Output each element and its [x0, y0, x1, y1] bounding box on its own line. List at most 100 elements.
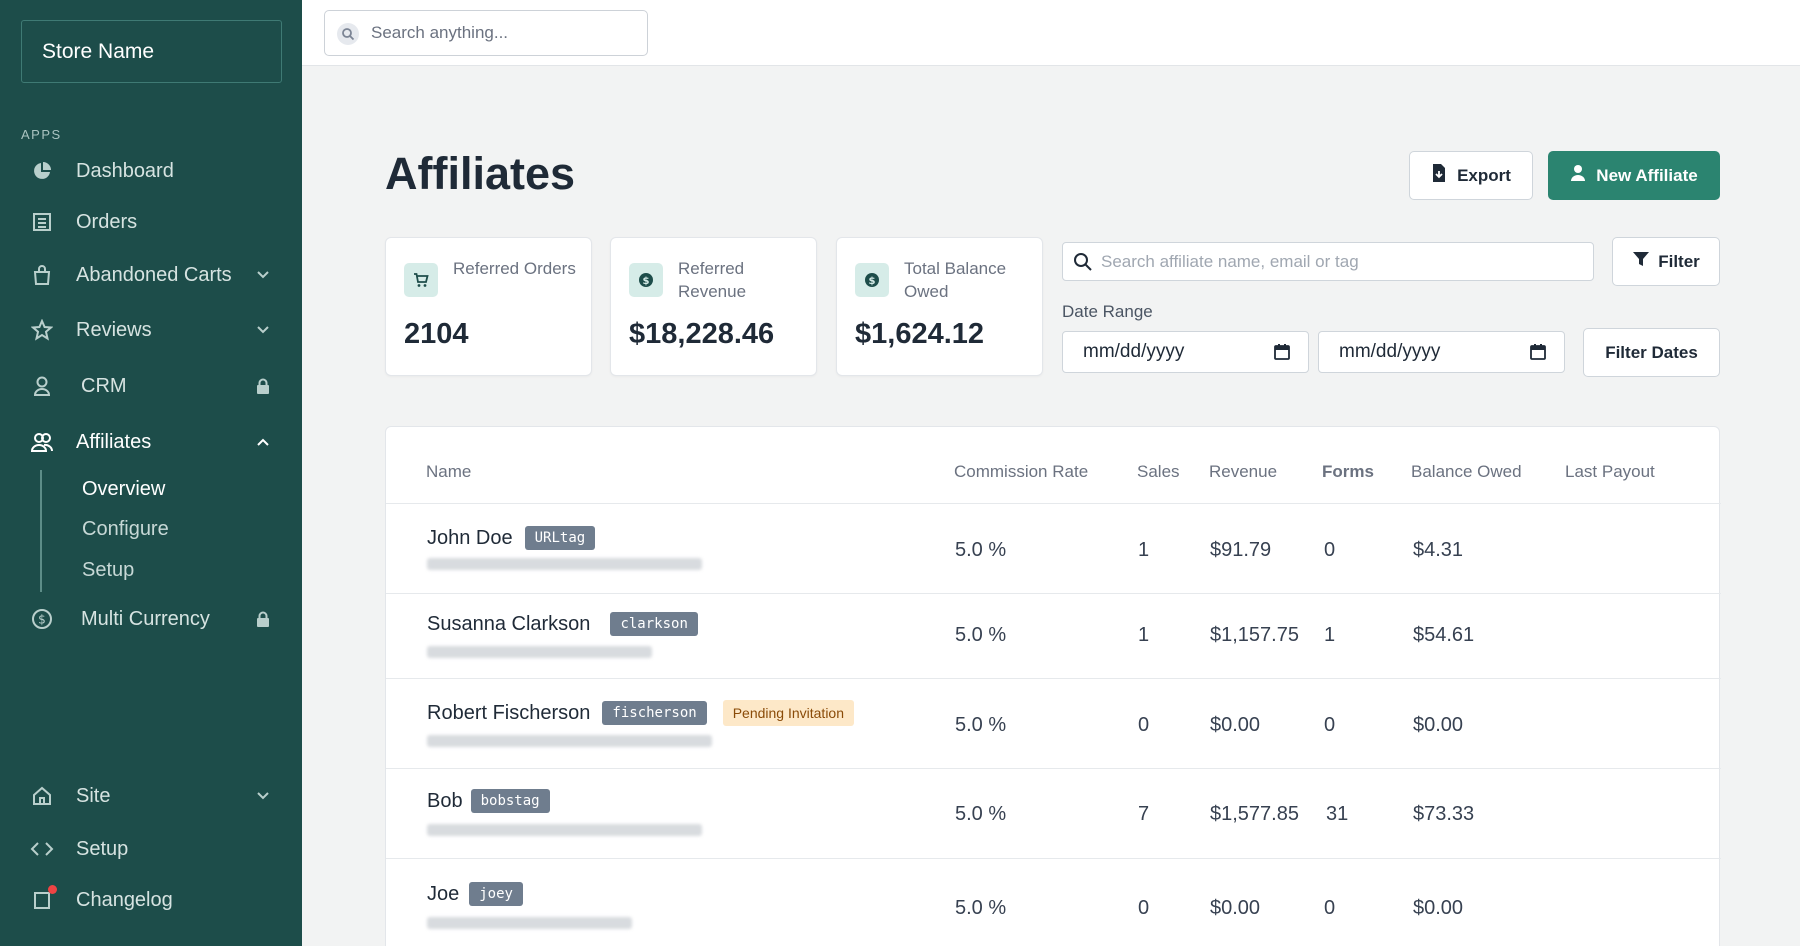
home-icon: [30, 784, 54, 808]
sales-cell: 1: [1138, 624, 1150, 646]
affiliate-tag: URLtag: [524, 526, 596, 550]
lock-icon: [254, 610, 272, 628]
sidebar-item-changelog[interactable]: Changelog: [0, 880, 302, 920]
sidebar-item-label: Setup: [76, 837, 129, 860]
filter-label: Filter: [1658, 251, 1700, 271]
svg-text:$: $: [869, 276, 876, 287]
search-icon: [1073, 252, 1093, 277]
global-search-input[interactable]: Search anything...: [324, 10, 648, 56]
sidebar-item-affiliates[interactable]: Affiliates: [0, 422, 302, 462]
subnav-item-configure[interactable]: Configure: [82, 518, 169, 540]
forms-cell: 0: [1324, 539, 1336, 561]
notification-dot: [48, 885, 57, 894]
table-row[interactable]: Susanna Clarkson clarkson 5.0 % 1 $1,157…: [386, 593, 1721, 683]
store-name-selector[interactable]: Store Name: [21, 20, 282, 83]
commission-rate-cell: 5.0 %: [955, 803, 1007, 825]
sidebar-item-reviews[interactable]: Reviews: [0, 310, 302, 350]
affiliate-name[interactable]: Joe: [427, 882, 460, 905]
sidebar-item-setup[interactable]: Setup: [0, 829, 302, 869]
commission-rate-cell: 5.0 %: [955, 539, 1007, 561]
sidebar-item-site[interactable]: Site: [0, 776, 302, 816]
table-row[interactable]: John Doe URLtag 5.0 % 1 $91.79 0 $4.31: [386, 503, 1721, 593]
affiliate-tag: joey: [469, 882, 523, 906]
orders-icon: [30, 210, 54, 234]
global-search-placeholder: Search anything...: [371, 23, 509, 42]
file-download-icon: [1431, 163, 1447, 188]
redacted-email: [427, 646, 652, 658]
users-icon: [30, 430, 54, 454]
revenue-cell: $1,157.75: [1210, 624, 1299, 646]
filter-button[interactable]: Filter: [1612, 237, 1720, 286]
subnav-item-overview[interactable]: Overview: [82, 478, 166, 500]
redacted-email: [427, 917, 632, 929]
start-date-input[interactable]: mm/dd/yyyy: [1062, 331, 1309, 373]
revenue-cell: $1,577.85: [1210, 803, 1299, 825]
revenue-cell: $0.00: [1210, 897, 1261, 919]
date-range-label: Date Range: [1062, 302, 1153, 321]
sidebar-item-crm[interactable]: CRM: [0, 366, 302, 406]
affiliate-name[interactable]: Susanna Clarkson: [427, 612, 591, 635]
commission-rate-cell: 5.0 %: [955, 897, 1007, 919]
balance-owed-cell: $0.00: [1413, 714, 1464, 736]
affiliate-name[interactable]: John Doe: [427, 526, 513, 549]
filter-dates-button[interactable]: Filter Dates: [1583, 328, 1720, 377]
stat-card-total-balance-owed: $ Total Balance Owed $1,624.12: [836, 237, 1043, 376]
affiliate-tag: bobstag: [470, 789, 550, 813]
commission-rate-cell: 5.0 %: [955, 624, 1007, 646]
sidebar-item-orders[interactable]: Orders: [0, 202, 302, 242]
column-header-forms[interactable]: Forms: [1322, 462, 1374, 481]
dollar-icon: $: [855, 263, 889, 297]
chevron-down-icon: [254, 321, 272, 339]
table-row[interactable]: Bob bobstag 5.0 % 7 $1,577.85 31 $73.33: [386, 768, 1721, 858]
stat-label: Referred Revenue: [678, 259, 747, 301]
column-header-name[interactable]: Name: [426, 462, 472, 481]
user-icon: [30, 374, 54, 398]
column-header-commission-rate[interactable]: Commission Rate: [954, 462, 1089, 481]
export-button[interactable]: Export: [1409, 151, 1533, 200]
calendar-icon[interactable]: [1530, 344, 1546, 366]
sidebar-item-dashboard[interactable]: Dashboard: [0, 151, 302, 191]
column-header-last-payout[interactable]: Last Payout: [1565, 462, 1655, 481]
sidebar-item-label: Site: [76, 784, 111, 807]
table-row[interactable]: Joe joey 5.0 % 0 $0.00 0 $0.00: [386, 858, 1721, 946]
revenue-cell: $91.79: [1210, 539, 1272, 561]
chevron-up-icon: [254, 433, 272, 451]
affiliate-name-cell: Robert Fischerson fischerson Pending Inv…: [427, 700, 855, 726]
affiliate-search-input[interactable]: Search affiliate name, email or tag: [1062, 242, 1594, 281]
calendar-icon[interactable]: [1274, 344, 1290, 366]
export-label: Export: [1457, 165, 1511, 185]
stat-label: Total Balance Owed: [904, 259, 1007, 301]
affiliate-name-cell: Joe joey: [427, 882, 523, 906]
lock-icon: [254, 377, 272, 395]
changelog-icon: [30, 885, 57, 912]
subnav-item-setup[interactable]: Setup: [82, 559, 135, 581]
search-icon: [337, 23, 359, 45]
column-header-balance-owed[interactable]: Balance Owed: [1411, 462, 1522, 481]
affiliate-search-placeholder: Search affiliate name, email or tag: [1101, 251, 1359, 271]
new-affiliate-button[interactable]: New Affiliate: [1548, 151, 1720, 200]
column-header-revenue[interactable]: Revenue: [1209, 462, 1278, 481]
affiliate-name[interactable]: Bob: [427, 789, 463, 812]
affiliate-name[interactable]: Robert Fischerson: [427, 701, 591, 724]
sales-cell: 1: [1138, 539, 1150, 561]
sidebar-item-label: Dashboard: [76, 159, 174, 182]
forms-cell: 31: [1326, 803, 1349, 825]
sidebar-item-abandoned-carts[interactable]: Abandoned Carts: [0, 255, 302, 295]
affiliate-tag: fischerson: [602, 701, 707, 725]
bag-icon: [30, 263, 54, 287]
commission-rate-cell: 5.0 %: [955, 714, 1007, 736]
page-title: Affiliates: [385, 148, 576, 199]
sidebar-item-label: Multi Currency: [81, 607, 210, 630]
affiliate-name-cell: Susanna Clarkson clarkson: [427, 612, 698, 636]
end-date-input[interactable]: mm/dd/yyyy: [1318, 331, 1565, 373]
table-row[interactable]: Robert Fischerson fischerson Pending Inv…: [386, 678, 1721, 768]
forms-cell: 0: [1324, 714, 1336, 736]
new-affiliate-label: New Affiliate: [1596, 165, 1698, 185]
column-header-sales[interactable]: Sales: [1137, 462, 1180, 481]
affiliate-tag: clarkson: [610, 612, 698, 636]
affiliates-table: Name Commission Rate Sales Revenue Forms…: [385, 426, 1721, 946]
sidebar-item-label: Abandoned Carts: [76, 263, 232, 286]
sidebar-item-multi-currency[interactable]: $ Multi Currency: [0, 599, 302, 639]
sidebar-item-label: Affiliates: [76, 430, 152, 453]
top-bar: Search anything...: [302, 0, 1800, 66]
